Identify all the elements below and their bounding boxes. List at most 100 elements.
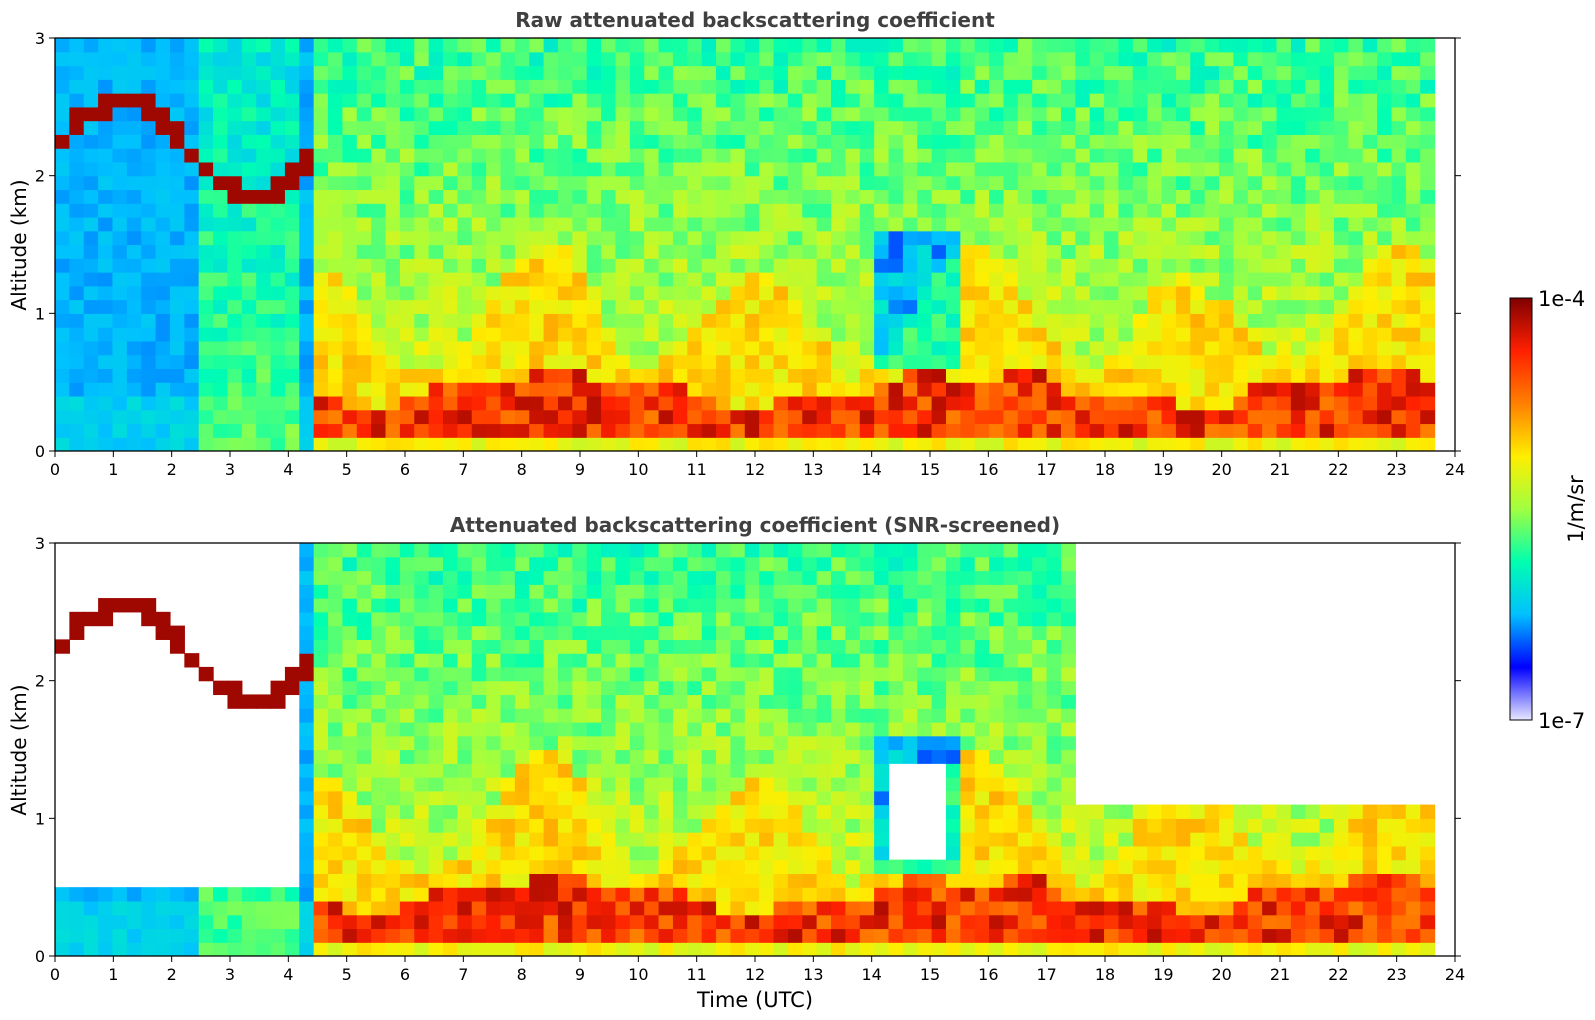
raw-cell — [816, 189, 832, 204]
snr-cell — [313, 680, 329, 696]
snr-cell — [486, 708, 502, 723]
raw-cell — [615, 106, 631, 122]
raw-cell — [1075, 285, 1091, 301]
raw-cell — [69, 368, 85, 383]
snr-cell — [443, 928, 458, 943]
snr-cell — [457, 859, 473, 874]
raw-cell — [126, 106, 142, 122]
raw-cell — [931, 175, 947, 191]
snr-cell — [342, 914, 358, 930]
raw-cell — [529, 216, 545, 232]
raw-cell — [557, 258, 573, 273]
raw-cell — [443, 230, 458, 246]
raw-cell — [471, 299, 487, 314]
raw-cell — [845, 368, 861, 383]
snr-cell — [989, 680, 1005, 696]
raw-cell — [1204, 230, 1220, 246]
raw-cell — [1276, 189, 1292, 204]
snr-cell — [399, 584, 415, 599]
raw-cell — [687, 327, 703, 342]
raw-cell — [989, 244, 1005, 259]
snr-cell — [744, 653, 760, 668]
snr-cell — [328, 639, 344, 654]
snr-cell — [529, 887, 545, 902]
raw-cell — [644, 423, 660, 438]
snr-cell — [601, 598, 617, 613]
raw-cell — [1219, 230, 1234, 246]
snr-cell — [716, 708, 732, 723]
snr-cell — [586, 694, 602, 709]
snr-cell — [816, 639, 832, 654]
raw-cell — [213, 272, 229, 287]
snr-cell — [557, 680, 573, 696]
snr-cell — [1089, 818, 1105, 833]
raw-cell — [1391, 313, 1407, 328]
raw-cell — [917, 216, 933, 232]
snr-cell — [1319, 887, 1335, 902]
raw-cell — [615, 382, 631, 397]
snr-cell — [500, 873, 516, 888]
raw-cell — [557, 368, 573, 383]
snr-cell — [644, 914, 660, 930]
raw-cell — [1405, 395, 1421, 411]
raw-cell — [1262, 120, 1278, 135]
snr-cell — [601, 873, 617, 888]
snr-cell — [1190, 900, 1206, 916]
raw-cell — [687, 258, 703, 273]
snr-cell — [486, 556, 502, 572]
raw-cell — [730, 423, 746, 438]
raw-cell — [1204, 134, 1220, 149]
snr-cell — [1060, 639, 1076, 654]
snr-cell — [931, 914, 947, 930]
raw-cell — [414, 382, 430, 397]
raw-cell — [1046, 423, 1062, 438]
raw-cell — [974, 216, 990, 232]
raw-cell — [1089, 65, 1105, 80]
raw-cell — [557, 79, 573, 94]
raw-cell — [486, 340, 502, 356]
snr-cell — [457, 928, 473, 943]
raw-cell — [1089, 203, 1105, 218]
raw-cell — [974, 423, 990, 438]
snr-cell — [601, 887, 617, 902]
raw-cell — [284, 134, 300, 149]
raw-cell — [1276, 299, 1292, 314]
raw-cell — [1219, 38, 1234, 53]
raw-cell — [701, 65, 717, 80]
raw-cell — [213, 285, 229, 301]
snr-cell — [328, 859, 344, 874]
raw-cell — [471, 382, 487, 397]
raw-cell — [917, 299, 933, 314]
snr-cell — [831, 777, 846, 792]
snr-cell — [1075, 900, 1091, 916]
snr-cell — [1420, 942, 1436, 956]
snr-cell — [414, 777, 430, 792]
raw-cell — [1075, 382, 1091, 397]
raw-cell — [945, 258, 961, 273]
snr-cell — [1003, 873, 1019, 888]
raw-cell — [874, 285, 890, 301]
snr-cell — [1262, 914, 1278, 930]
snr-cell — [356, 832, 372, 847]
snr-cell — [644, 543, 660, 558]
raw-cell — [989, 313, 1005, 328]
snr-cell — [1017, 873, 1033, 888]
raw-cell — [399, 79, 415, 94]
snr-cell — [1262, 873, 1278, 888]
raw-cell — [500, 148, 516, 163]
raw-cell — [1060, 106, 1076, 122]
raw-cell — [629, 203, 645, 218]
raw-cell — [1319, 161, 1335, 177]
raw-cell — [989, 120, 1005, 135]
snr-cell — [98, 598, 114, 613]
snr-cell — [399, 639, 415, 654]
snr-cell — [385, 543, 401, 558]
raw-cell — [414, 327, 430, 342]
raw-cell — [1391, 148, 1407, 163]
snr-cell — [960, 570, 976, 585]
raw-cell — [399, 423, 415, 438]
raw-cell — [672, 203, 688, 218]
snr-cell — [716, 859, 732, 874]
raw-cell — [773, 189, 789, 204]
snr-cell — [1405, 845, 1421, 861]
